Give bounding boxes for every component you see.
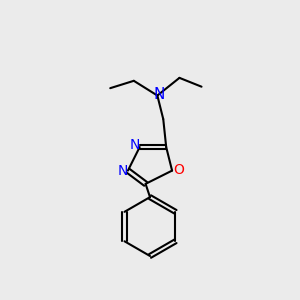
Text: N: N [130,138,140,152]
Text: N: N [117,164,128,178]
Text: O: O [173,163,184,177]
Text: N: N [153,87,164,102]
